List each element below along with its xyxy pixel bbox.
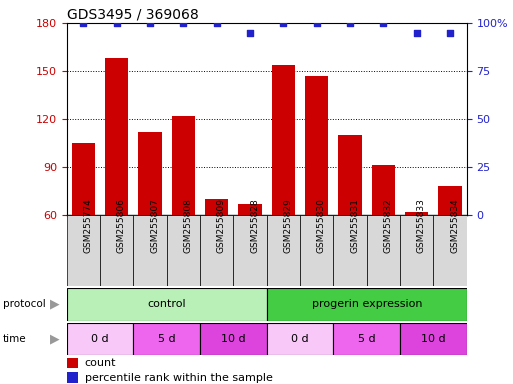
Text: protocol: protocol (3, 299, 45, 310)
Bar (305, 76, 328, 215)
Bar (333, 323, 400, 355)
Text: count: count (85, 358, 116, 368)
Bar (67, 372, 78, 382)
Text: 5 d: 5 d (358, 334, 376, 344)
Text: percentile rank within the sample: percentile rank within the sample (85, 372, 272, 382)
Bar (167, 215, 200, 286)
Bar (300, 215, 333, 286)
Bar (67, 323, 133, 355)
Text: GSM255806: GSM255806 (116, 198, 126, 253)
Text: GSM255807: GSM255807 (150, 198, 159, 253)
Bar (272, 65, 295, 215)
Bar (267, 323, 333, 355)
Bar (367, 215, 400, 286)
Bar (400, 215, 433, 286)
Bar (200, 215, 233, 286)
Text: control: control (147, 299, 186, 310)
Text: 5 d: 5 d (158, 334, 175, 344)
Bar (100, 215, 133, 286)
Point (279, 20, 287, 26)
Text: ▶: ▶ (50, 333, 60, 345)
Point (146, 20, 154, 26)
Bar (239, 204, 262, 215)
Text: GSM255830: GSM255830 (317, 198, 326, 253)
Bar (67, 288, 267, 321)
Text: GSM255828: GSM255828 (250, 198, 259, 253)
Bar (405, 212, 428, 215)
Bar (433, 215, 467, 286)
Bar (133, 323, 200, 355)
Point (112, 20, 121, 26)
Bar (372, 166, 395, 215)
Bar (339, 135, 362, 215)
Bar (172, 116, 195, 215)
Point (246, 30, 254, 36)
Bar (67, 358, 78, 368)
Text: GSM255833: GSM255833 (417, 198, 426, 253)
Text: GSM255831: GSM255831 (350, 198, 359, 253)
Text: 10 d: 10 d (221, 334, 246, 344)
Text: ▶: ▶ (50, 298, 60, 311)
Point (379, 20, 388, 26)
Bar (267, 288, 467, 321)
Text: 10 d: 10 d (421, 334, 446, 344)
Text: GDS3495 / 369068: GDS3495 / 369068 (67, 8, 199, 22)
Point (179, 20, 187, 26)
Bar (400, 323, 467, 355)
Bar (267, 215, 300, 286)
Bar (333, 215, 367, 286)
Bar (233, 215, 267, 286)
Text: 0 d: 0 d (91, 334, 109, 344)
Text: GSM255774: GSM255774 (83, 198, 92, 253)
Bar (105, 58, 128, 215)
Bar (205, 199, 228, 215)
Text: time: time (3, 334, 26, 344)
Bar (67, 215, 100, 286)
Point (446, 30, 454, 36)
Point (79, 20, 87, 26)
Bar (72, 143, 95, 215)
Point (212, 20, 221, 26)
Text: GSM255829: GSM255829 (283, 198, 292, 253)
Point (412, 30, 421, 36)
Text: GSM255808: GSM255808 (183, 198, 192, 253)
Text: GSM255834: GSM255834 (450, 198, 459, 253)
Bar (439, 186, 462, 215)
Bar (200, 323, 267, 355)
Text: 0 d: 0 d (291, 334, 309, 344)
Text: GSM255809: GSM255809 (216, 198, 226, 253)
Point (312, 20, 321, 26)
Bar (133, 215, 167, 286)
Text: GSM255832: GSM255832 (384, 198, 392, 253)
Text: progerin expression: progerin expression (311, 299, 422, 310)
Bar (139, 132, 162, 215)
Point (346, 20, 354, 26)
